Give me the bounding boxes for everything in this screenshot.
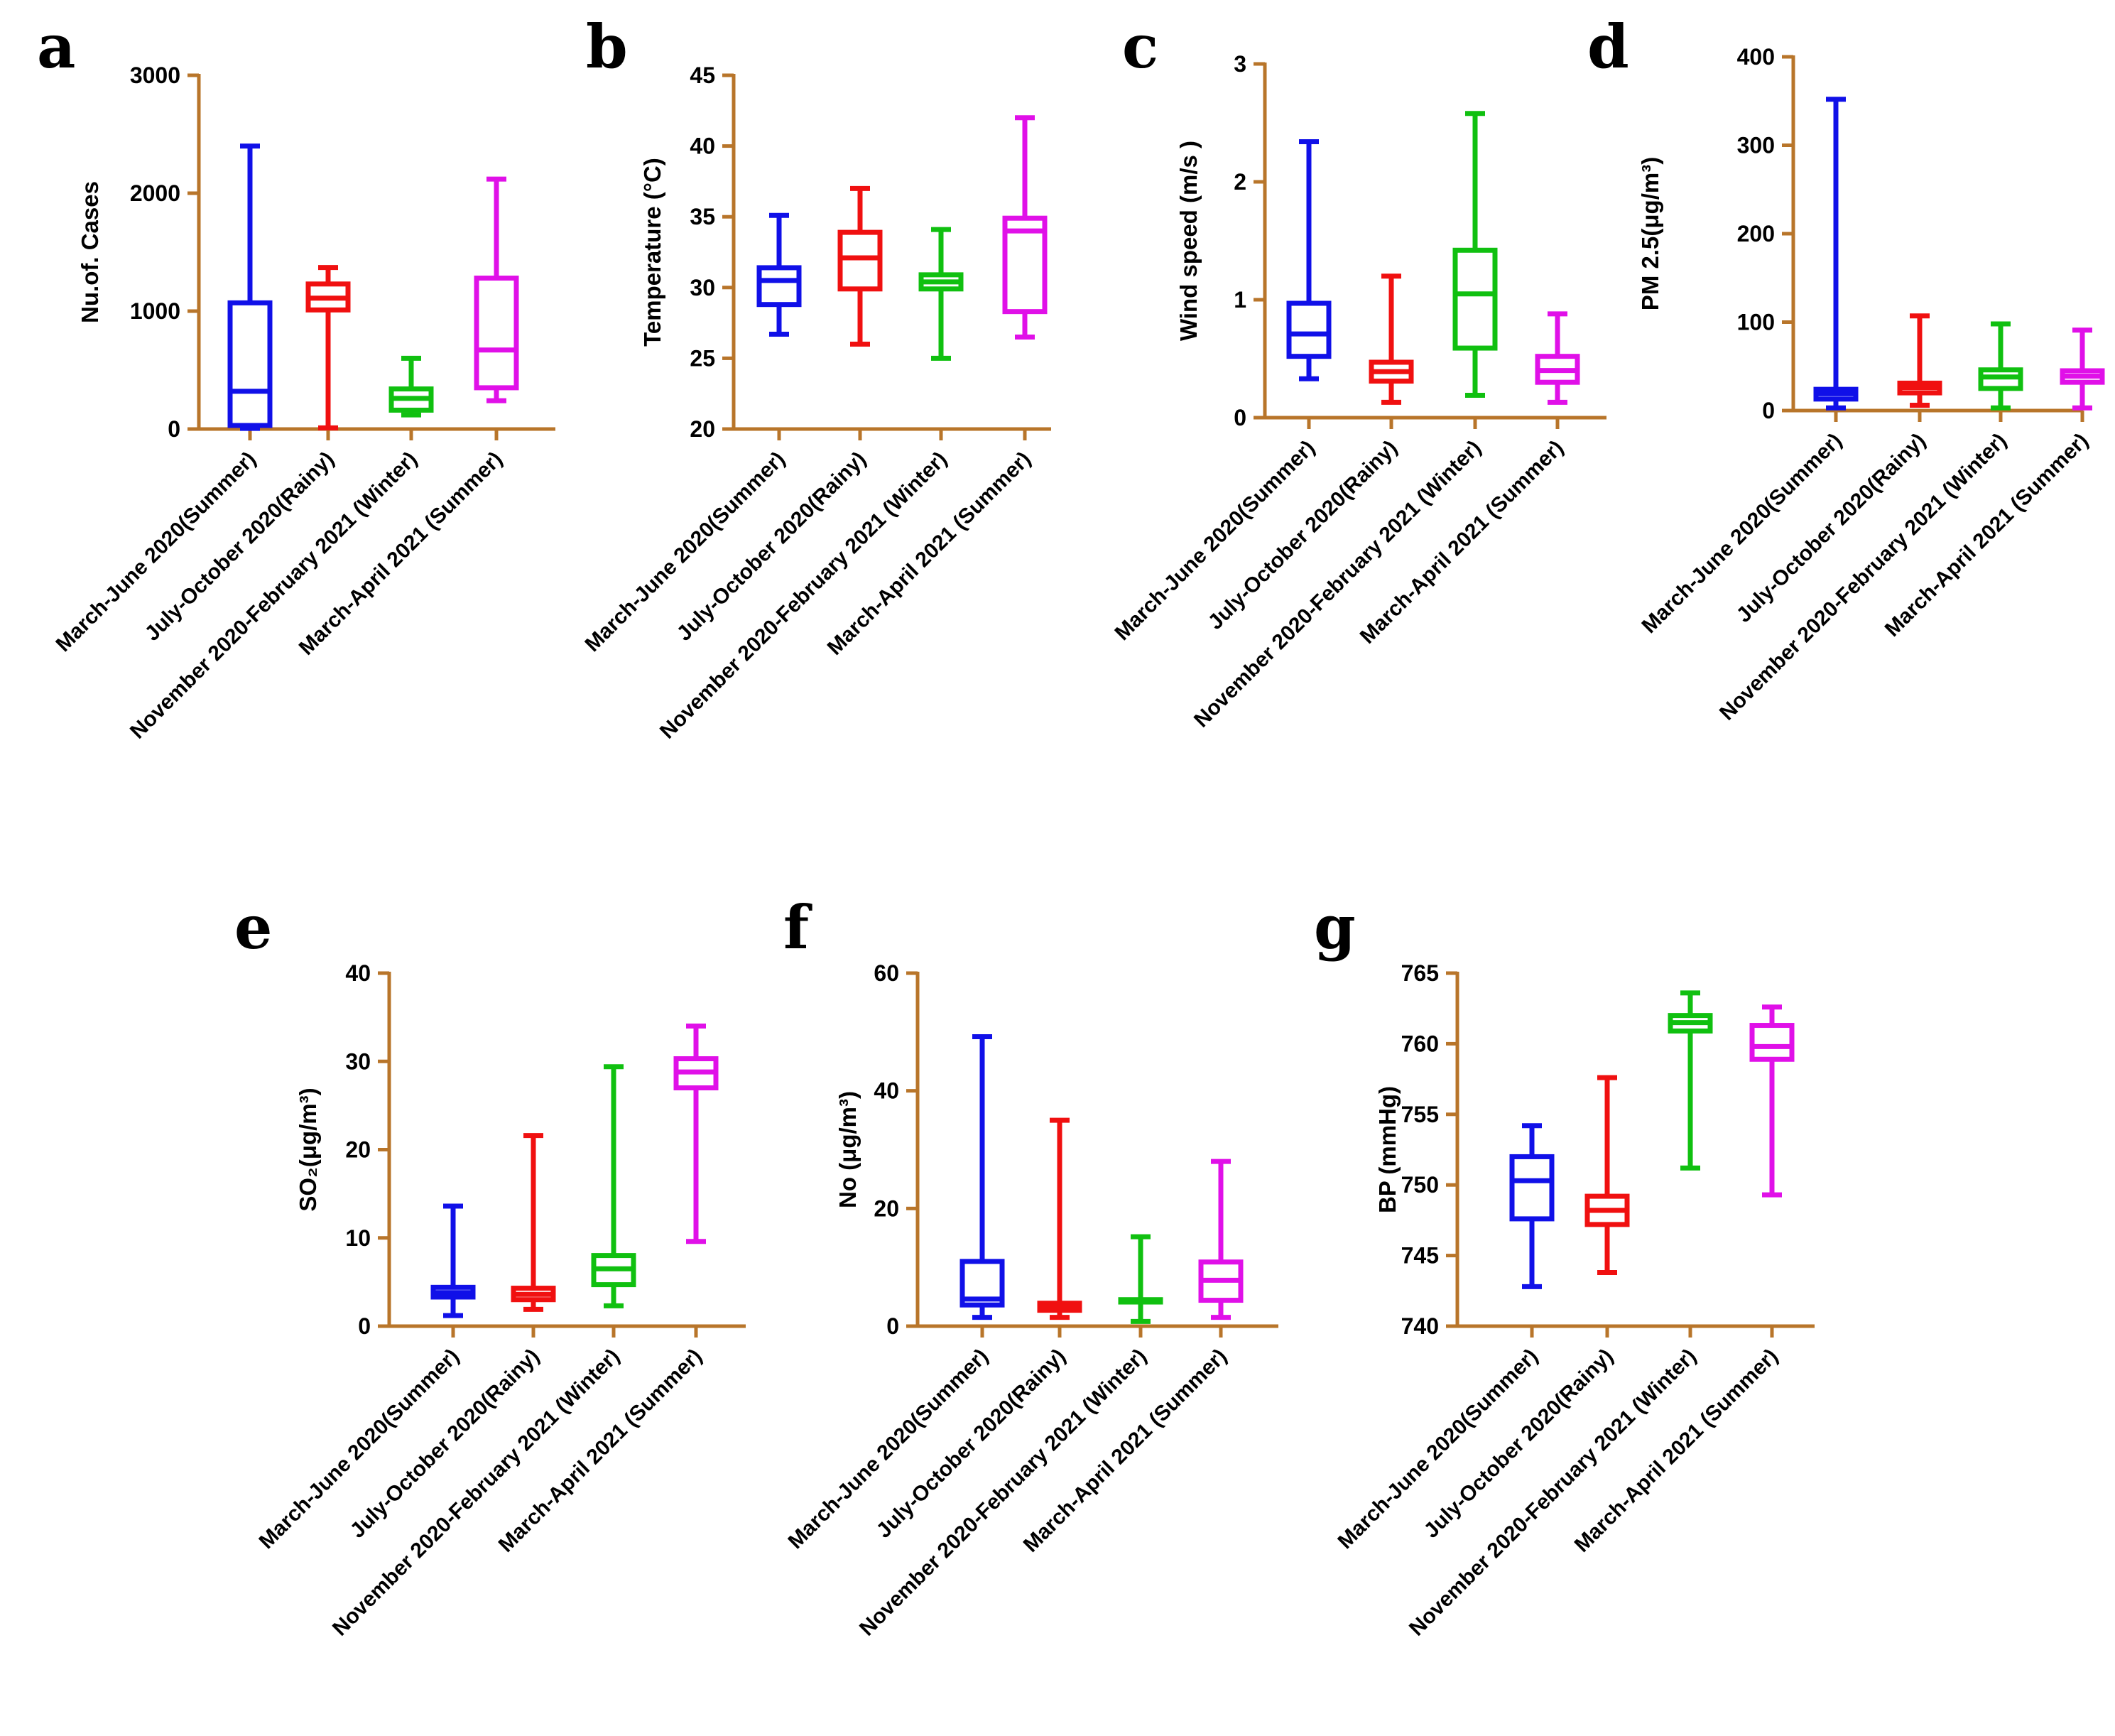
y-tick-label: 20 (874, 1195, 899, 1221)
category-label: November 2020-February 2021 (Winter) (126, 447, 422, 744)
y-axis-title: Temperature (°C) (639, 158, 665, 347)
panel-letter-g: g (1314, 892, 1356, 962)
y-tick-label: 0 (1234, 405, 1246, 430)
box-e-2: July-October 2020(Rainy) (346, 1133, 556, 1543)
box-e-3: November 2020-February 2021 (Winter) (328, 1064, 636, 1641)
category-label: November 2020-February 2021 (Winter) (1190, 436, 1486, 732)
panel-letter-b: b (586, 11, 628, 82)
box-f-2: July-October 2020(Rainy) (872, 1117, 1082, 1543)
y-axis-title: BP (mmHg) (1374, 1086, 1401, 1213)
iqr-box (1749, 1023, 1795, 1062)
y-axis-title: PM 2.5(μg/m³) (1637, 157, 1663, 310)
iqr-box (1452, 247, 1498, 351)
box-g-4: March-April 2021 (Summer) (1570, 1004, 1795, 1557)
y-tick-label: 3 (1234, 51, 1246, 77)
panel-letter-d: d (1587, 11, 1629, 82)
panel-letter-a: a (37, 11, 75, 82)
box-e-4: March-April 2021 (Summer) (494, 1024, 719, 1557)
y-tick-label: 755 (1401, 1102, 1439, 1127)
y-tick-label: 40 (690, 134, 715, 159)
category-label: November 2020-February 2021 (Winter) (1715, 429, 2011, 725)
box-d-1: March-June 2020(Summer) (1637, 97, 1859, 638)
y-tick-label: 2000 (130, 180, 180, 206)
y-tick-label: 40 (874, 1078, 899, 1104)
chart-panel-g: g 740 745 750 755 760 765 BP (mmHg)March-June 2… (1314, 892, 1815, 1641)
y-tick-label: 30 (690, 275, 715, 300)
y-tick-label: 10 (345, 1225, 371, 1251)
y-tick-label: 0 (1762, 398, 1775, 423)
panel-letter-e: e (234, 892, 272, 962)
y-tick-label: 100 (1737, 310, 1775, 335)
y-tick-label: 1000 (130, 298, 180, 324)
y-tick-label: 760 (1401, 1031, 1439, 1056)
y-axis-title: Wind speed (m/s ) (1175, 141, 1202, 341)
y-tick-label: 745 (1401, 1243, 1439, 1269)
iqr-box (1002, 215, 1048, 315)
y-tick-label: 35 (690, 204, 715, 229)
y-tick-label: 1 (1234, 287, 1246, 313)
y-tick-label: 2 (1234, 169, 1246, 195)
y-tick-label: 300 (1737, 133, 1775, 158)
box-g-1: March-June 2020(Summer) (1333, 1123, 1555, 1553)
y-tick-label: 765 (1401, 960, 1439, 986)
category-label: November 2020-February 2021 (Winter) (1405, 1345, 1701, 1641)
box-e-1: March-June 2020(Summer) (254, 1203, 476, 1553)
y-tick-label: 60 (874, 960, 899, 986)
y-tick-label: 25 (690, 345, 715, 371)
box-b-4: March-April 2021 (Summer) (823, 115, 1048, 660)
panel-letter-f: f (783, 892, 812, 962)
chart-panel-d: d 0 100 200 300 400 PM 2.5(μg/m³)March-June 20… (1587, 11, 2105, 725)
y-axis-title: Nu.of. Cases (77, 181, 103, 323)
y-tick-label: 30 (345, 1048, 371, 1074)
y-tick-label: 0 (886, 1313, 899, 1339)
iqr-box (1509, 1154, 1555, 1222)
y-tick-label: 750 (1401, 1172, 1439, 1198)
y-tick-label: 740 (1401, 1313, 1439, 1339)
y-tick-label: 40 (345, 960, 371, 986)
box-f-1: March-June 2020(Summer) (783, 1034, 1005, 1553)
iqr-box (837, 229, 883, 292)
chart-panel-e: e 0 10 20 30 40 SO₂(μg/m³)March-June 2020(Summ… (234, 892, 746, 1641)
iqr-box (474, 276, 519, 391)
y-tick-label: 20 (690, 416, 715, 442)
y-axis-title: SO₂(μg/m³) (295, 1087, 321, 1211)
box-g-2: July-October 2020(Rainy) (1420, 1075, 1630, 1543)
category-label: November 2020-February 2021 (Winter) (328, 1345, 624, 1641)
y-tick-label: 3000 (130, 63, 180, 88)
y-tick-label: 200 (1737, 221, 1775, 246)
category-label: November 2020-February 2021 (Winter) (855, 1345, 1151, 1641)
y-tick-label: 400 (1737, 44, 1775, 70)
box-b-3: November 2020-February 2021 (Winter) (656, 227, 964, 744)
y-tick-label: 0 (168, 416, 180, 442)
box-g-3: November 2020-February 2021 (Winter) (1405, 990, 1713, 1641)
y-tick-label: 45 (690, 63, 715, 88)
y-tick-label: 0 (358, 1313, 371, 1339)
category-label: November 2020-February 2021 (Winter) (656, 447, 952, 744)
y-axis-title: No (μg/m³) (834, 1091, 861, 1208)
panel-letter-c: c (1122, 11, 1158, 82)
iqr-box (959, 1259, 1005, 1308)
iqr-box (756, 265, 802, 308)
box-c-1: March-June 2020(Summer) (1110, 139, 1332, 645)
iqr-box (227, 300, 273, 428)
y-tick-label: 20 (345, 1137, 371, 1163)
iqr-box (1286, 300, 1332, 359)
